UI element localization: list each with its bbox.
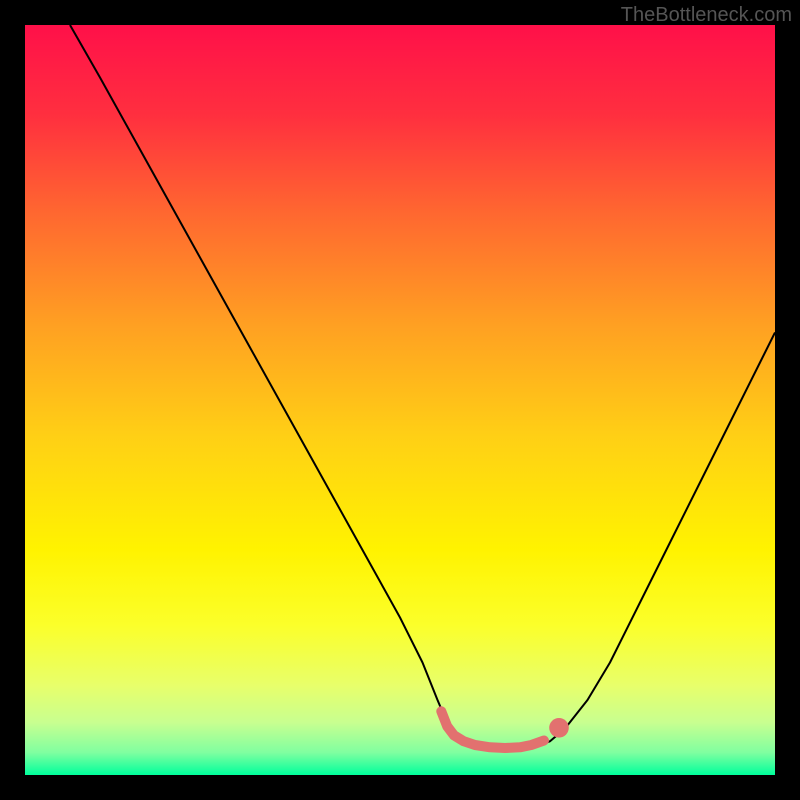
plot-area [25, 25, 775, 775]
chart-frame: TheBottleneck.com [0, 0, 800, 800]
watermark: TheBottleneck.com [621, 4, 792, 27]
bottom-hump-dot [549, 718, 569, 738]
bottom-hump-path [441, 711, 544, 748]
bottleneck-curve [25, 25, 775, 775]
main-curve-path [70, 25, 775, 750]
